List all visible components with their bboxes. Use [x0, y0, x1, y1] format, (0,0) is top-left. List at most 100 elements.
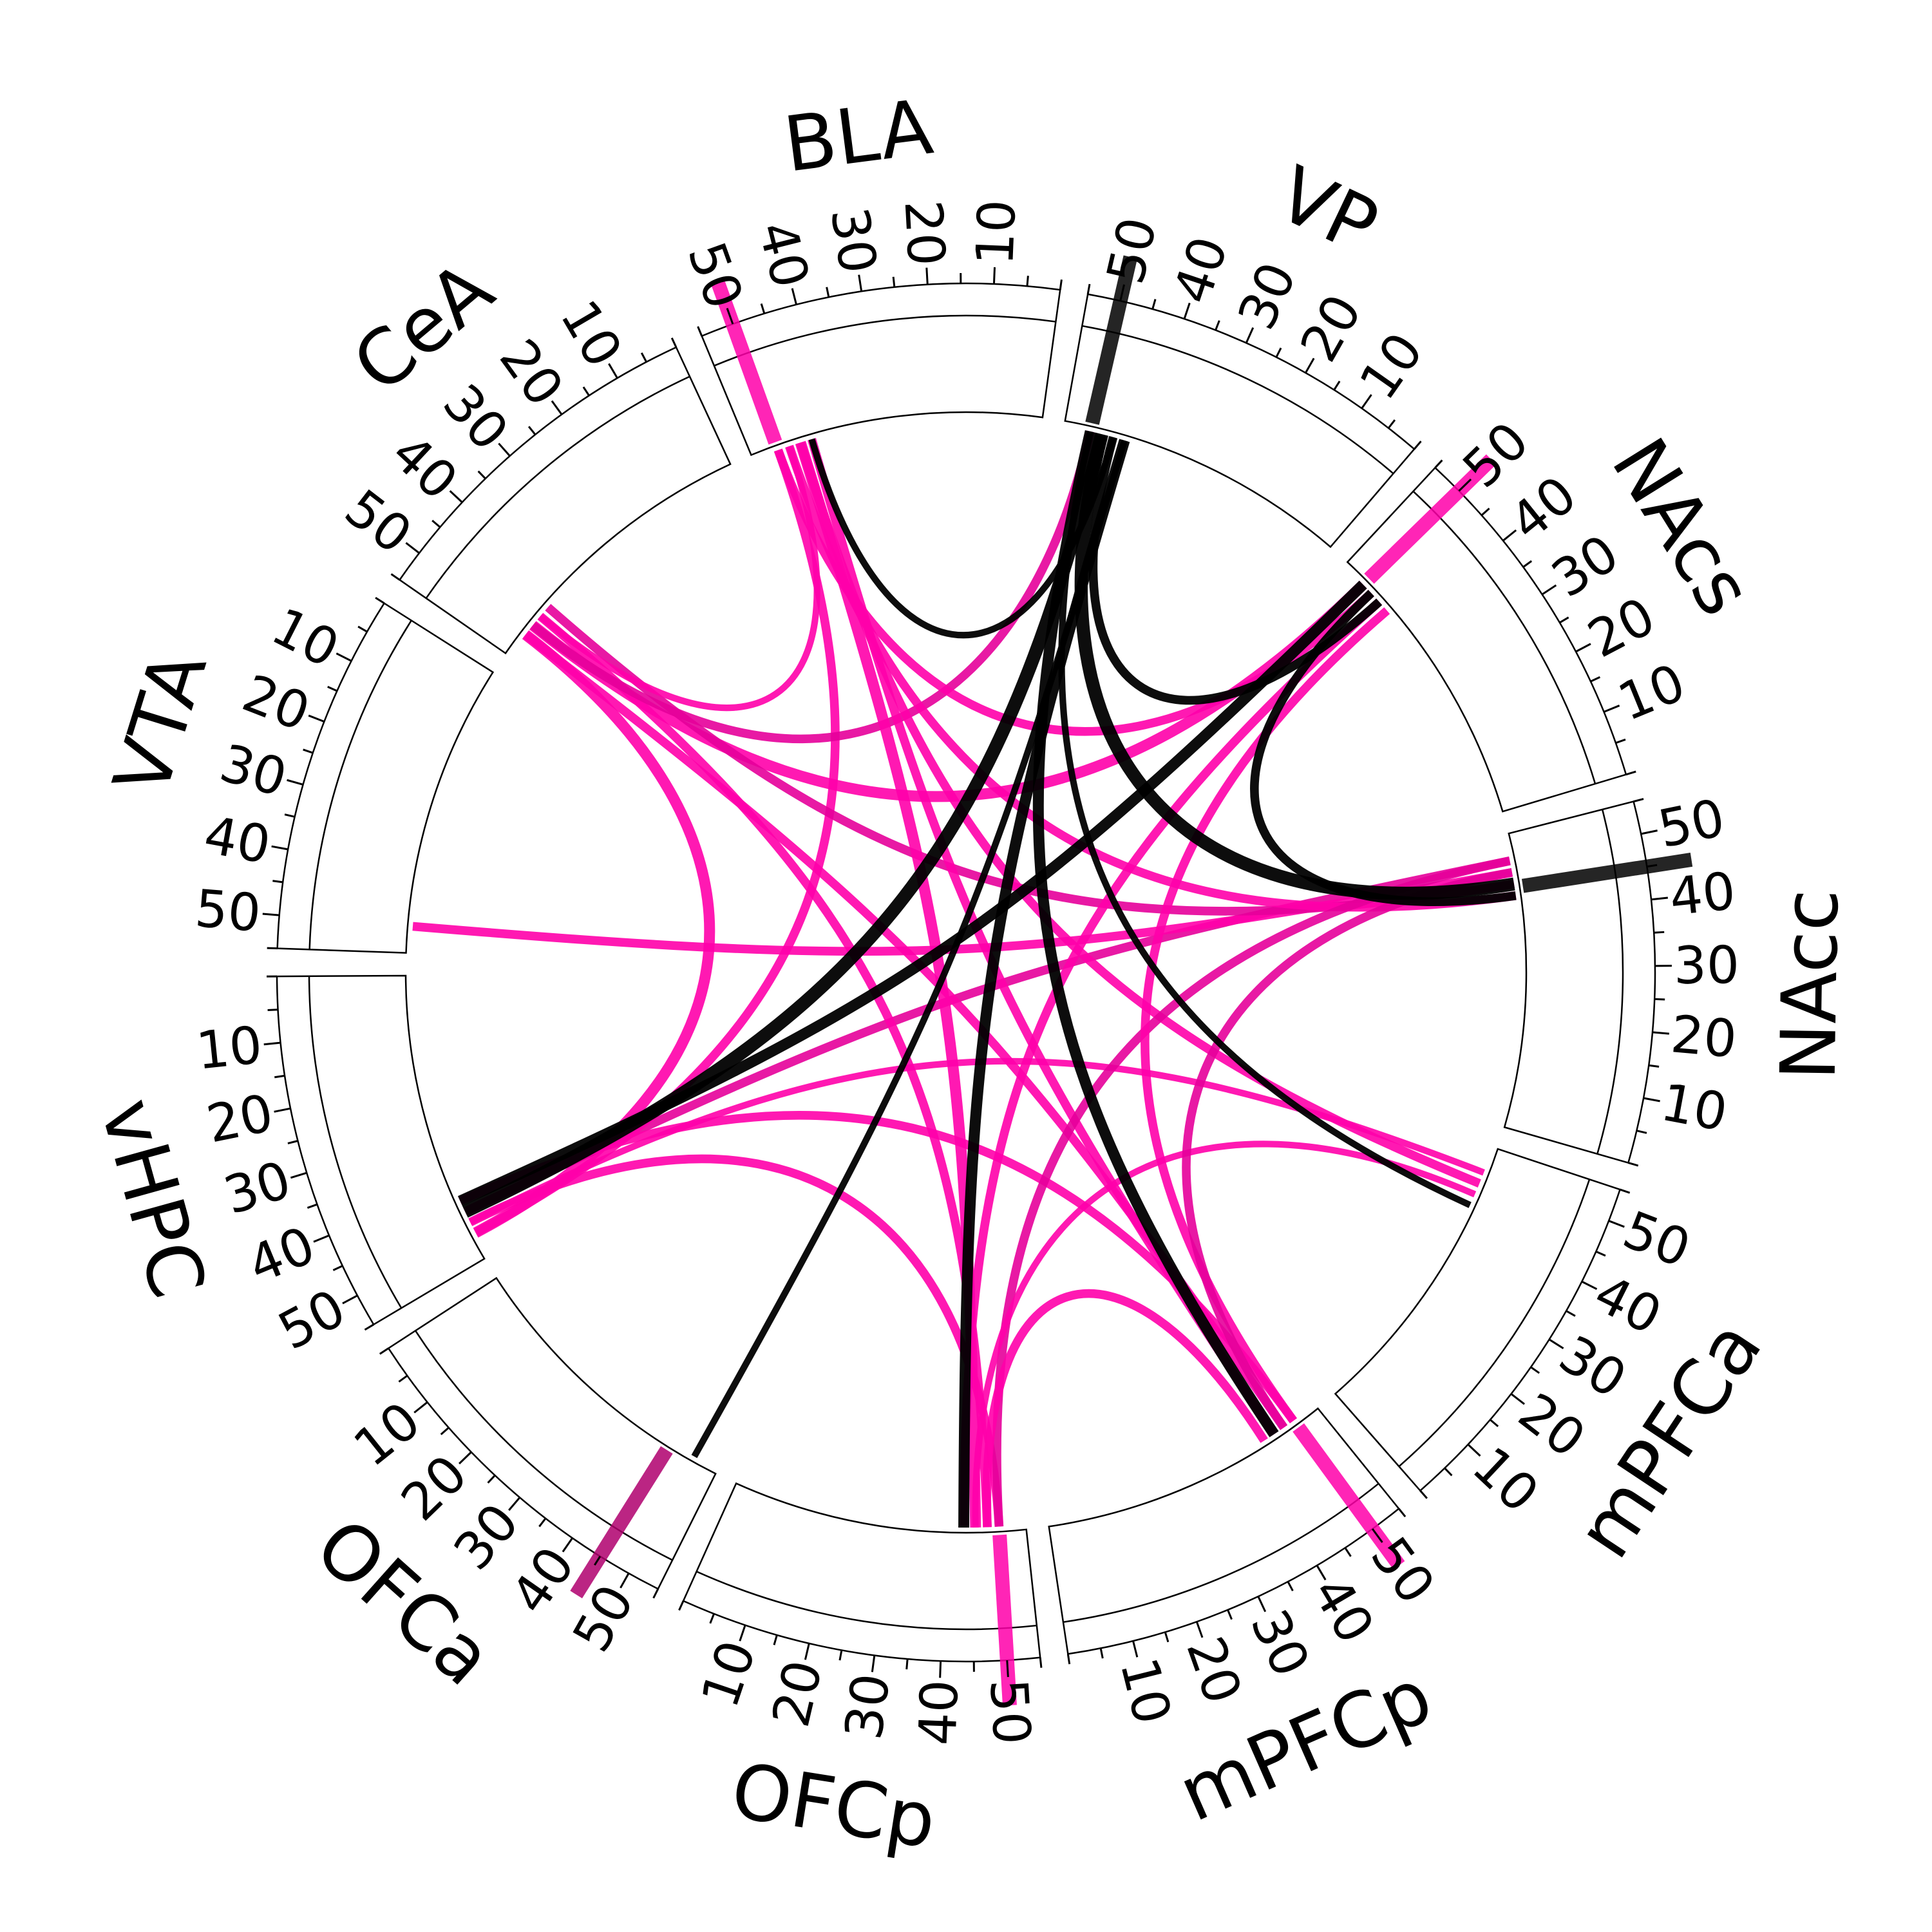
tick-mark — [1419, 1490, 1428, 1499]
tick-mark — [271, 845, 289, 851]
tick-label: 40 — [200, 805, 275, 876]
tick-mark — [1371, 1528, 1383, 1543]
tick-mark — [287, 1140, 298, 1144]
tick-label: 50 — [269, 1278, 355, 1361]
chord-mPFCa-VP — [1058, 430, 1472, 1208]
tick-mark — [284, 813, 295, 818]
tick-mark — [1654, 931, 1665, 934]
region-label-OFCp: OFCp — [726, 1746, 942, 1866]
tick-mark — [303, 748, 314, 754]
tick-mark — [1066, 1653, 1071, 1665]
tick-mark — [498, 442, 511, 457]
tick-label: 50 — [676, 234, 755, 316]
tick-mark — [562, 1537, 574, 1553]
tick-label: 50 — [978, 1677, 1042, 1746]
tick-mark — [773, 1634, 778, 1645]
segment-mid-arc — [1412, 491, 1596, 784]
tick-mark — [267, 947, 278, 950]
tick-mark — [1361, 393, 1372, 409]
tick-mark — [1603, 705, 1620, 713]
tick-mark — [1581, 1280, 1598, 1291]
tick-mark — [1344, 1547, 1352, 1557]
tick-mark — [697, 326, 703, 337]
tick-mark — [1132, 1640, 1139, 1658]
tick-label: 40 — [907, 1679, 970, 1747]
tick-mark — [398, 1374, 408, 1383]
connections — [412, 430, 1517, 1528]
tick-mark — [1590, 676, 1601, 683]
tick-mark — [1647, 864, 1658, 868]
region-label-vHPC: vHPC — [84, 1090, 223, 1307]
tick-mark — [290, 1171, 307, 1179]
tick-mark — [1615, 738, 1626, 744]
tick-label: 10 — [1656, 1072, 1732, 1143]
tick-mark — [1651, 896, 1669, 901]
tick-label: 50 — [1653, 788, 1729, 860]
tick-mark — [670, 337, 677, 348]
tick-mark — [332, 1265, 343, 1271]
tick-mark — [1481, 507, 1490, 516]
tick-label: 10 — [194, 1015, 265, 1081]
chord-NAcc-NAcs — [1250, 589, 1517, 906]
tick-mark — [1633, 798, 1644, 803]
tick-label: 30 — [1674, 935, 1740, 996]
tick-mark — [608, 363, 618, 379]
region-label-VP: VP — [1264, 149, 1390, 272]
tick-mark — [1541, 584, 1557, 596]
segment-mid-arc — [308, 976, 402, 1309]
chord-OFCp-NAcc — [992, 857, 1511, 1527]
tick-mark — [1287, 1581, 1294, 1591]
chord-OFCp-mPFCa — [972, 1141, 1477, 1528]
tick-label: 20 — [893, 198, 957, 267]
tick-mark — [1649, 1064, 1660, 1068]
tick-label: 30 — [1227, 254, 1308, 338]
tick-label: 10 — [965, 198, 1027, 266]
tick-mark — [582, 386, 590, 397]
tick-label: 40 — [1162, 229, 1239, 310]
tick-mark — [1183, 302, 1191, 319]
tick-label: 20 — [235, 663, 318, 743]
segment-mPFCp — [1048, 1407, 1400, 1655]
region-labels: VTACeABLAVPNAcsNAccmPFCamPFCpOFCpOFCavHP… — [84, 82, 1855, 1866]
segment-mid-arc — [415, 1330, 673, 1561]
tick-mark — [390, 573, 401, 581]
tick-mark — [308, 714, 325, 723]
tick-label: 20 — [1578, 586, 1664, 670]
tick-mark — [1467, 1443, 1481, 1457]
chord-OFCp-NAcs — [959, 598, 1383, 1528]
tick-mark — [709, 1613, 715, 1624]
tick-mark — [1640, 829, 1658, 835]
tick-label: 40 — [1585, 1264, 1671, 1347]
tick-label: 20 — [761, 1655, 834, 1732]
segment-mid-arc — [1082, 325, 1394, 475]
tick-label: 30 — [214, 733, 293, 808]
tick-mark — [594, 1555, 601, 1566]
tick-mark — [413, 1401, 428, 1414]
segment-NAcs — [1346, 466, 1627, 813]
tick-mark — [1548, 1338, 1564, 1350]
tick-mark — [477, 470, 486, 480]
segment-OFCa — [387, 1276, 717, 1590]
tick-mark — [440, 1426, 450, 1435]
tick-label: 20 — [202, 1083, 278, 1154]
chord-BLA-mPFCa — [796, 441, 1481, 1188]
tick-mark — [1275, 347, 1282, 358]
tick-mark — [1608, 1220, 1625, 1228]
tick-label: 40 — [746, 216, 820, 294]
tick-mark — [313, 1234, 330, 1243]
tick-mark — [527, 426, 536, 435]
tick-mark — [342, 1294, 358, 1305]
tick-mark — [1595, 1250, 1606, 1257]
tick-mark — [1434, 459, 1443, 469]
segment-mid-arc — [425, 375, 690, 599]
chord-NAcc-VP — [1074, 432, 1515, 900]
tick-mark — [263, 1041, 281, 1046]
chord-vHPC-BLA — [473, 448, 840, 1237]
tick-mark — [1316, 1565, 1327, 1580]
tick-mark — [1643, 1097, 1660, 1103]
segment-CeA — [398, 346, 732, 655]
tick-mark — [357, 625, 368, 633]
tick-mark — [652, 1588, 659, 1599]
tick-mark — [640, 352, 648, 363]
